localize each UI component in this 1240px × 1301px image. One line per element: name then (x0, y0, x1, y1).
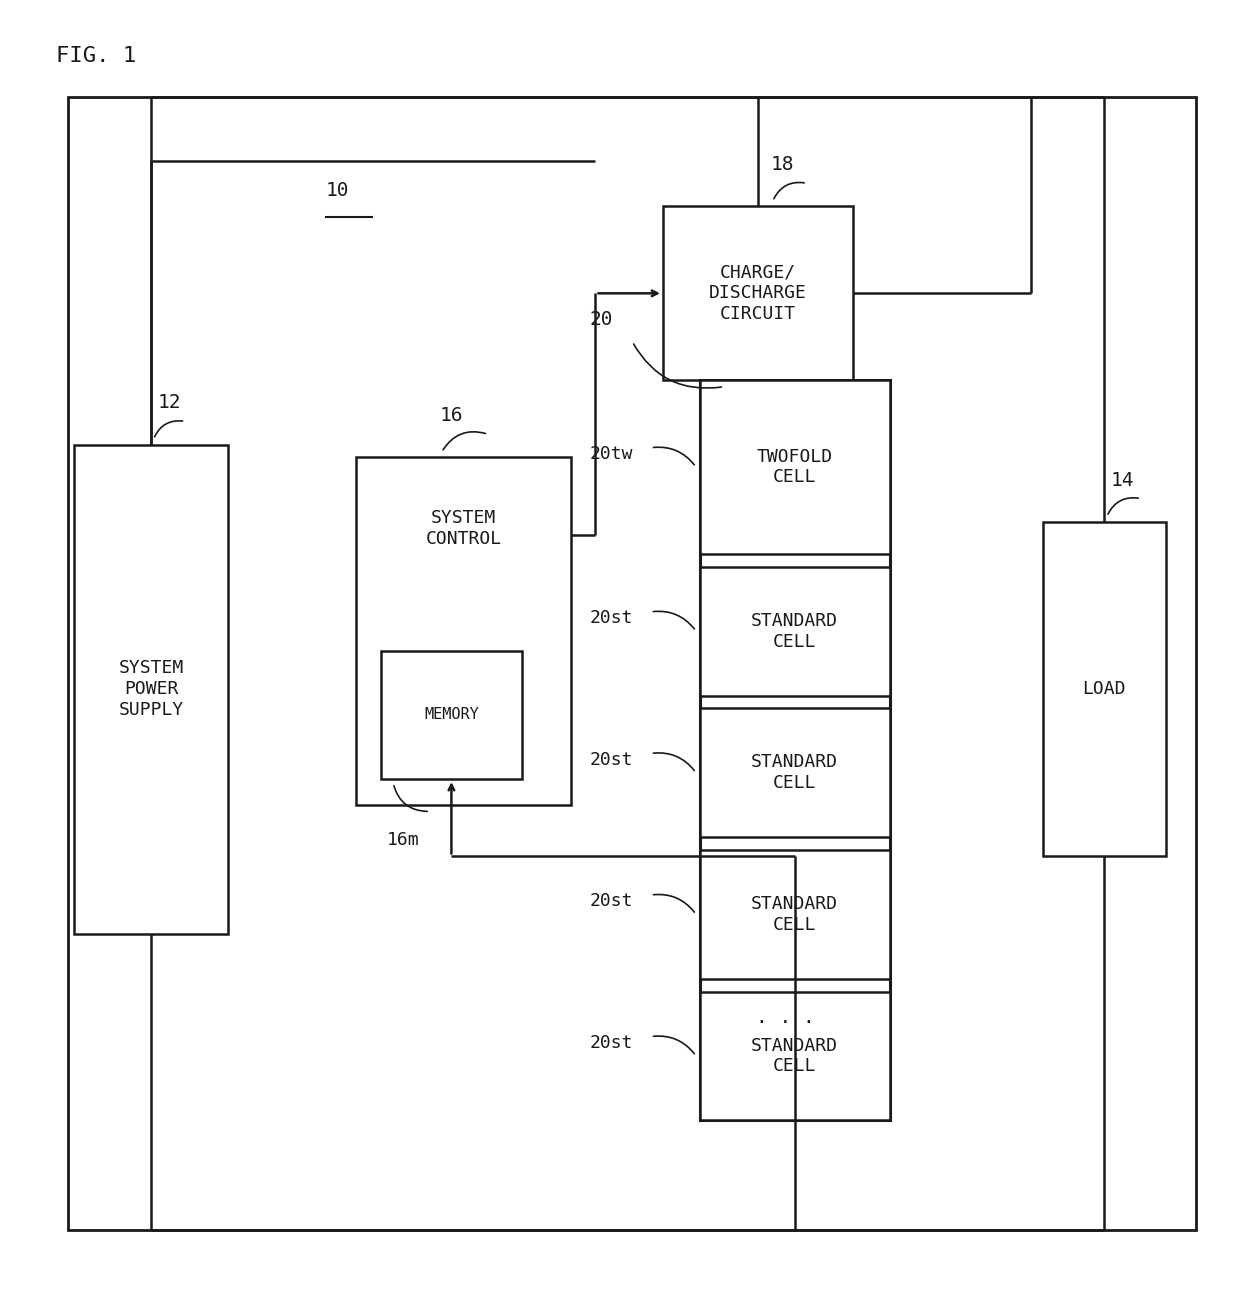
Bar (74, 445, 228, 934)
Text: 16m: 16m (387, 831, 419, 848)
Bar (699, 380, 890, 554)
Text: TWOFOLD
CELL: TWOFOLD CELL (756, 448, 833, 487)
Bar (68, 98, 1197, 1229)
Text: 20: 20 (589, 310, 613, 329)
Bar (699, 850, 890, 978)
Text: 18: 18 (770, 155, 794, 174)
Text: STANDARD
CELL: STANDARD CELL (751, 611, 838, 650)
Text: 16: 16 (439, 406, 463, 425)
Text: 20st: 20st (589, 609, 632, 627)
Text: 12: 12 (157, 393, 181, 412)
Text: SYSTEM
POWER
SUPPLY: SYSTEM POWER SUPPLY (118, 660, 184, 719)
Text: LOAD: LOAD (1083, 680, 1126, 699)
Text: CHARGE/
DISCHARGE
CIRCUIT: CHARGE/ DISCHARGE CIRCUIT (709, 264, 807, 323)
Bar (699, 567, 890, 696)
Bar (699, 991, 890, 1120)
Text: 14: 14 (1111, 471, 1133, 489)
Text: STANDARD
CELL: STANDARD CELL (751, 753, 838, 792)
Text: SYSTEM
CONTROL: SYSTEM CONTROL (425, 509, 502, 548)
Text: FIG. 1: FIG. 1 (56, 46, 136, 65)
Text: MEMORY: MEMORY (424, 708, 479, 722)
Bar (356, 458, 570, 805)
Text: 20st: 20st (589, 751, 632, 769)
Bar (1043, 522, 1166, 856)
Text: STANDARD
CELL: STANDARD CELL (751, 895, 838, 934)
Bar (663, 207, 853, 380)
Bar (699, 709, 890, 837)
Text: 20st: 20st (589, 1034, 632, 1053)
Bar (699, 380, 890, 1120)
Text: 10: 10 (326, 181, 350, 200)
Text: . . .: . . . (756, 1008, 815, 1026)
Bar (277, 161, 1030, 1166)
Text: 20tw: 20tw (589, 445, 632, 463)
Text: STANDARD
CELL: STANDARD CELL (751, 1037, 838, 1076)
Text: 20st: 20st (589, 892, 632, 911)
Bar (381, 650, 522, 779)
